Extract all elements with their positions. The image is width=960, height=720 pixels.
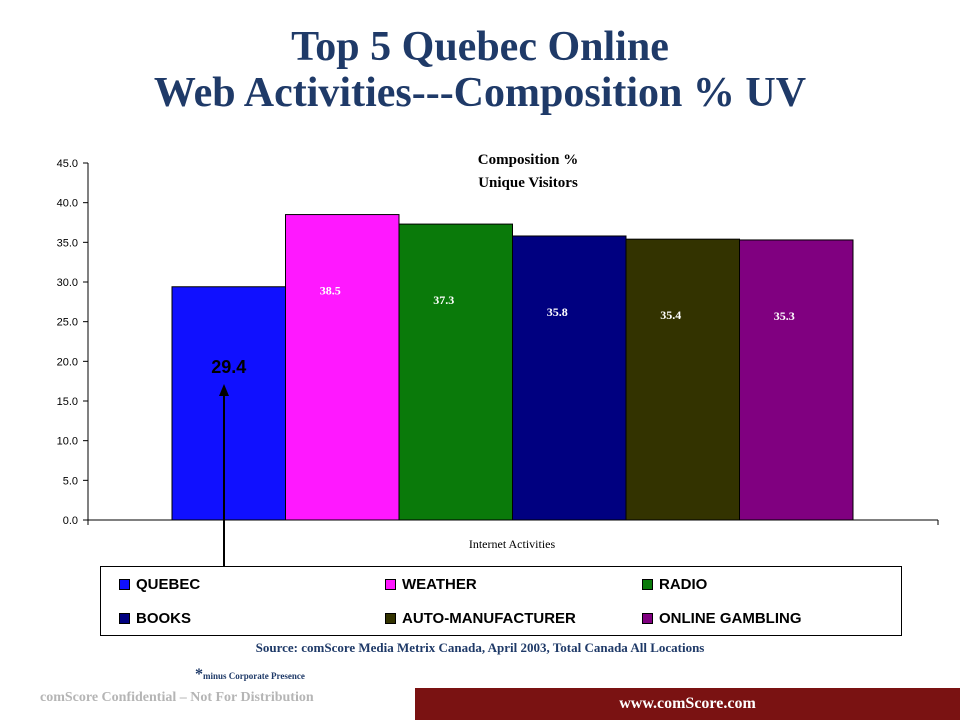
footer-url[interactable]: www.comScore.com <box>619 695 756 712</box>
data-label: 35.4 <box>660 308 681 322</box>
data-label: 35.8 <box>547 305 568 319</box>
chart-title: Composition % <box>478 152 578 168</box>
bar <box>512 235 627 521</box>
data-label: 38.5 <box>320 284 341 298</box>
legend-swatch <box>385 578 396 590</box>
legend-swatch <box>642 612 653 624</box>
legend-label: AUTO-MANUFACTURER <box>402 609 576 627</box>
bar <box>285 214 400 521</box>
x-axis-label: Internet Activities <box>469 537 556 551</box>
y-tick-label: 45.0 <box>57 158 78 170</box>
y-tick-label: 10.0 <box>57 436 78 448</box>
legend-label: BOOKS <box>136 609 192 627</box>
chart-subtitle: Unique Visitors <box>478 175 578 191</box>
y-tick-label: 20.0 <box>57 356 78 368</box>
legend-swatch <box>385 612 396 624</box>
data-label: 35.3 <box>774 309 795 323</box>
y-tick-label: 35.0 <box>57 237 78 249</box>
source-note: Source: comScore Media Metrix Canada, Ap… <box>255 640 705 655</box>
legend-item: WEATHER <box>385 574 477 594</box>
legend-swatch <box>642 578 653 590</box>
legend-swatch <box>119 612 130 624</box>
legend-item: QUEBEC <box>119 574 200 594</box>
legend-swatch <box>119 578 130 590</box>
chart-legend: QUEBEC WEATHER RADIO BOOKS AUTO-MANUFACTURER… <box>100 566 902 636</box>
legend-label: QUEBEC <box>136 575 201 593</box>
data-label: 37.3 <box>433 293 454 307</box>
y-tick-label: 5.0 <box>63 475 78 487</box>
y-tick-label: 30.0 <box>57 277 78 289</box>
legend-item: ONLINE GAMBLING <box>642 608 802 628</box>
legend-label: ONLINE GAMBLING <box>659 609 802 627</box>
annotation-arrow-head <box>219 384 229 396</box>
y-tick-label: 25.0 <box>57 317 78 329</box>
data-label: 29.4 <box>211 357 246 377</box>
y-tick-label: 15.0 <box>57 396 78 408</box>
y-tick-label: 40.0 <box>57 198 78 210</box>
footnote-star: * <box>195 666 203 683</box>
confidential-notice: comScore Confidential – Not For Distribu… <box>40 690 314 705</box>
bar <box>739 239 854 521</box>
legend-label: WEATHER <box>402 575 477 593</box>
legend-item: AUTO-MANUFACTURER <box>385 608 576 628</box>
bar <box>398 223 513 521</box>
bar <box>625 238 740 521</box>
legend-item: BOOKS <box>119 608 191 628</box>
y-tick-label: 0.0 <box>63 515 78 527</box>
footer-url-bar: www.comScore.com <box>415 688 960 720</box>
bar <box>171 286 286 521</box>
slide-title-line2: Web Activities---Composition % UV <box>153 70 807 116</box>
legend-label: RADIO <box>659 575 708 593</box>
slide-title-line1: Top 5 Quebec Online <box>291 24 669 70</box>
legend-item: RADIO <box>642 574 707 594</box>
footnote: *minus Corporate Presence <box>195 666 305 684</box>
footnote-text: minus Corporate Presence <box>203 671 305 681</box>
